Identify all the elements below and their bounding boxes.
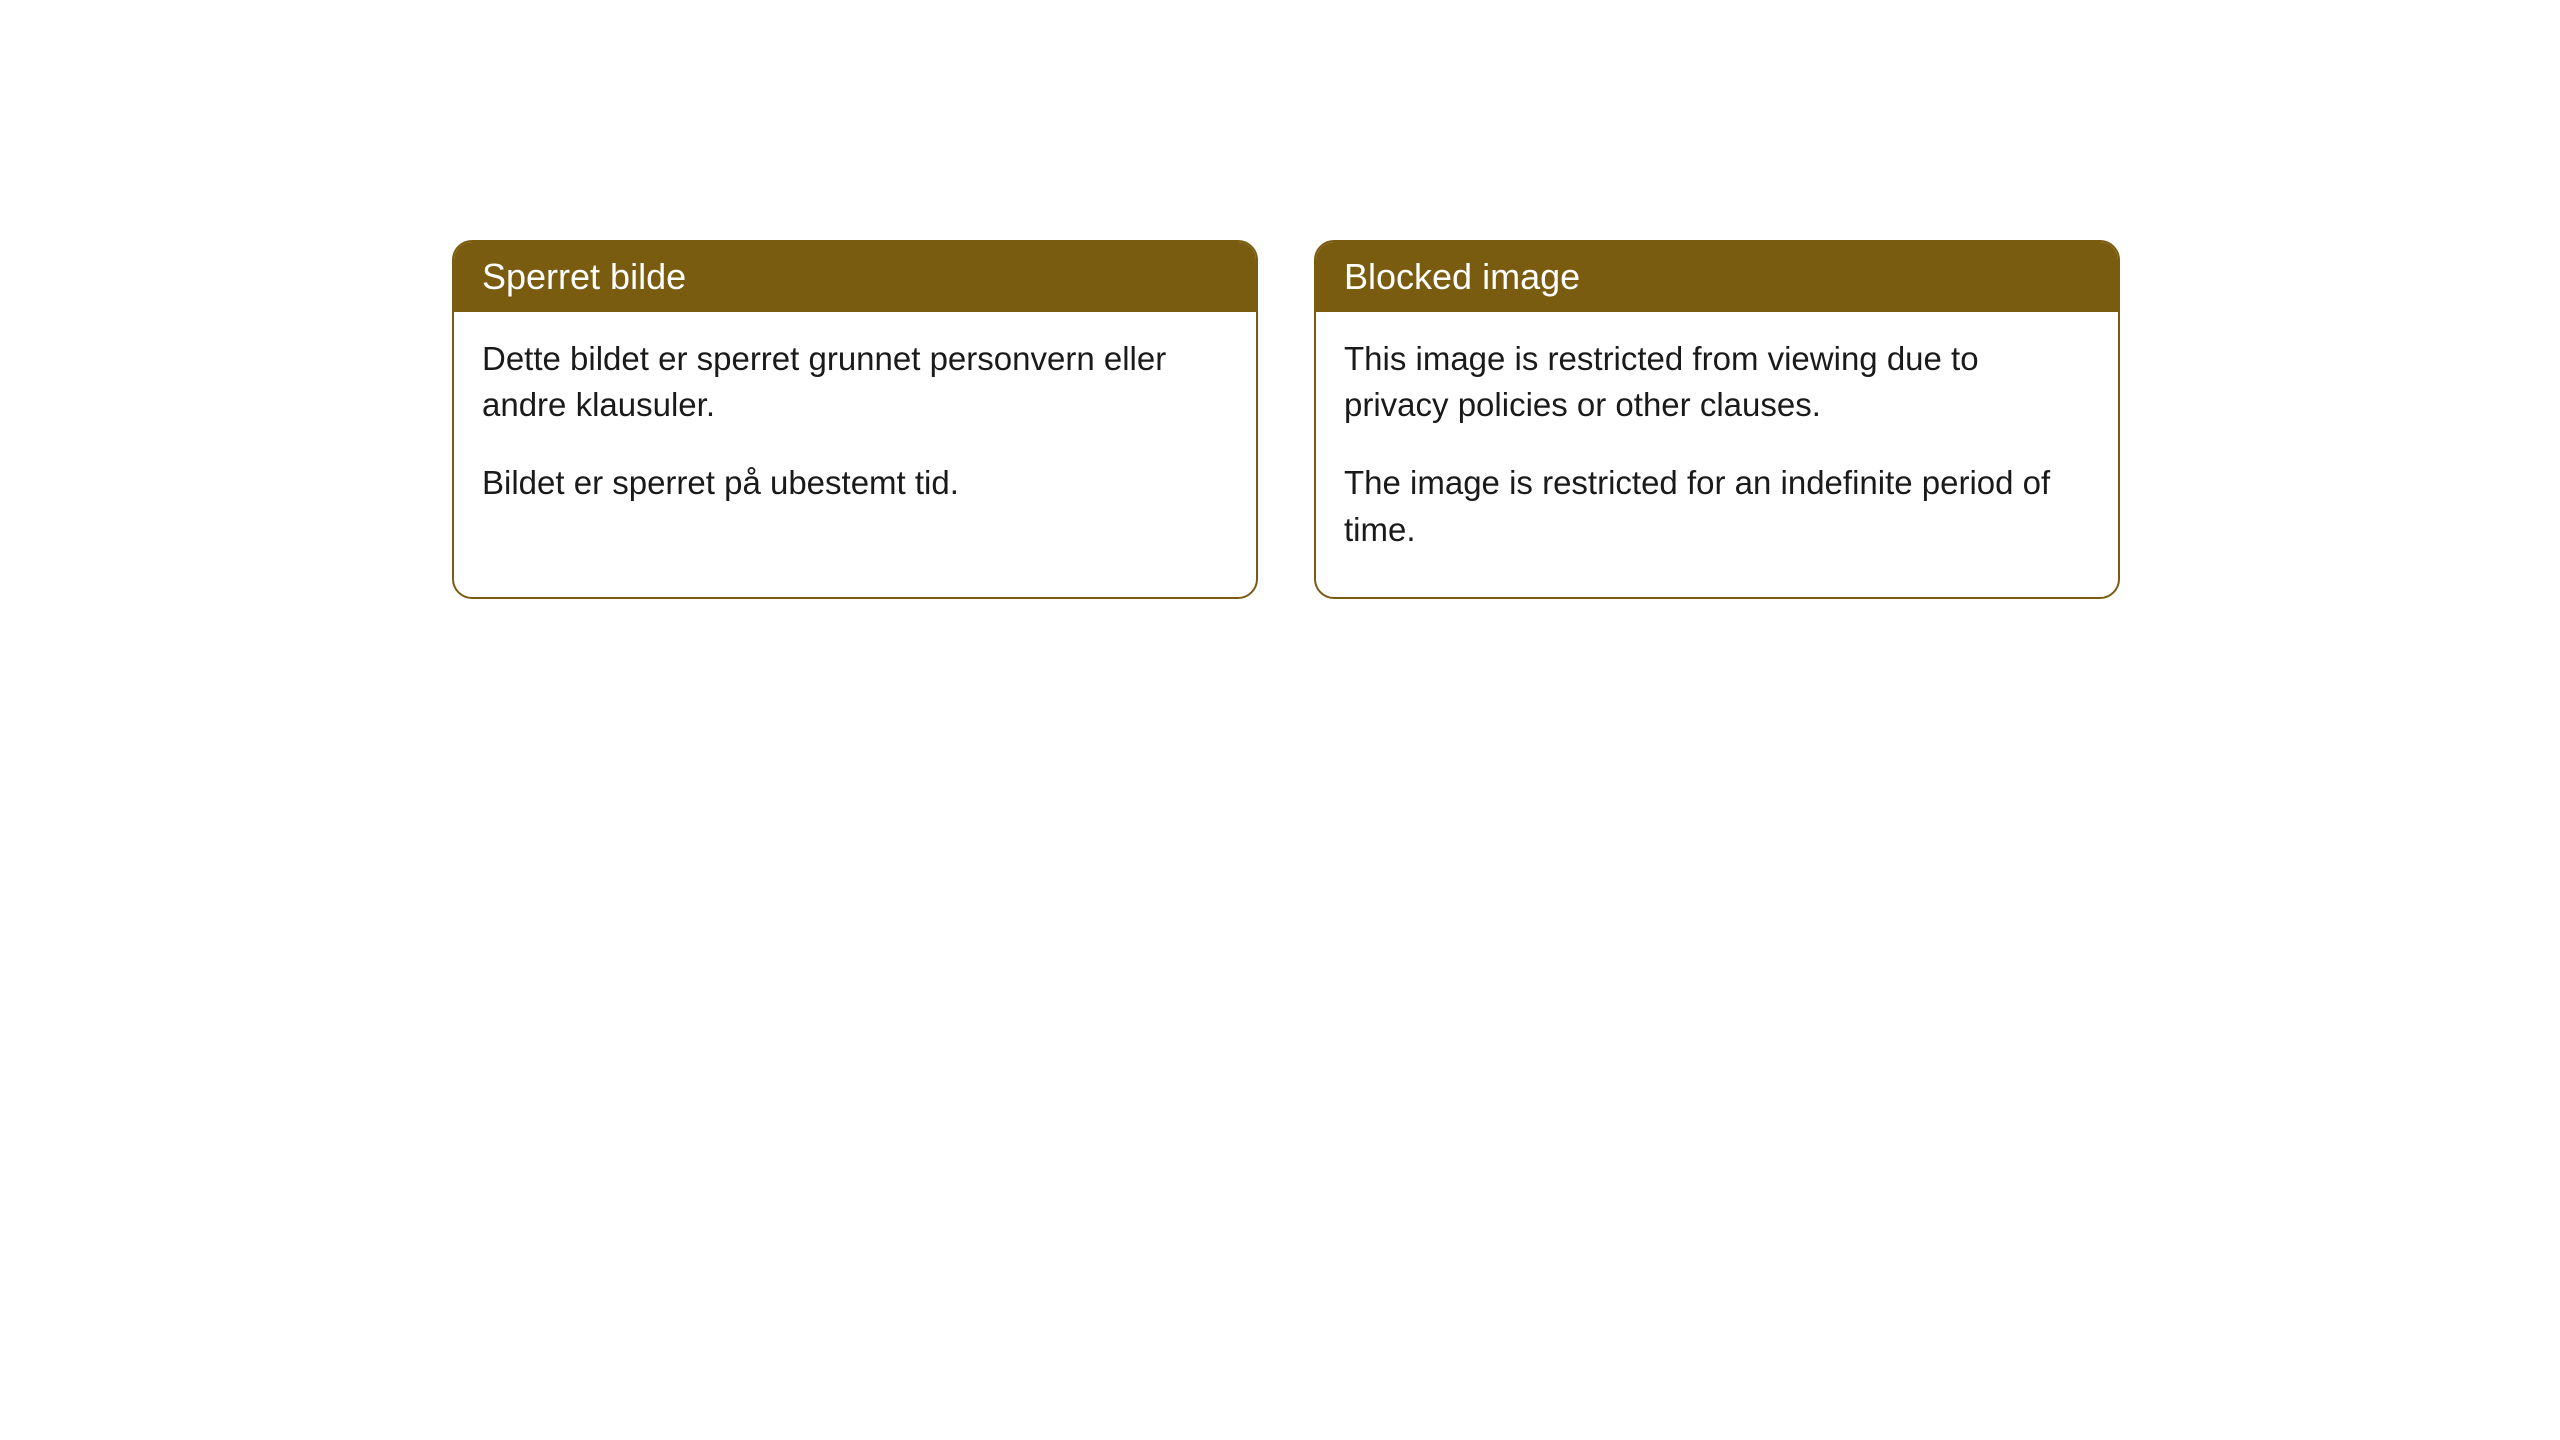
card-norwegian: Sperret bilde Dette bildet er sperret gr… — [452, 240, 1258, 599]
card-title: Blocked image — [1344, 256, 1580, 297]
card-text: This image is restricted from viewing du… — [1344, 336, 2090, 428]
card-header-english: Blocked image — [1316, 242, 2118, 312]
card-body-norwegian: Dette bildet er sperret grunnet personve… — [454, 312, 1256, 551]
card-text: The image is restricted for an indefinit… — [1344, 460, 2090, 552]
card-text: Dette bildet er sperret grunnet personve… — [482, 336, 1228, 428]
card-body-english: This image is restricted from viewing du… — [1316, 312, 2118, 597]
cards-container: Sperret bilde Dette bildet er sperret gr… — [0, 0, 2560, 599]
card-title: Sperret bilde — [482, 256, 686, 297]
card-english: Blocked image This image is restricted f… — [1314, 240, 2120, 599]
card-text: Bildet er sperret på ubestemt tid. — [482, 460, 1228, 506]
card-header-norwegian: Sperret bilde — [454, 242, 1256, 312]
